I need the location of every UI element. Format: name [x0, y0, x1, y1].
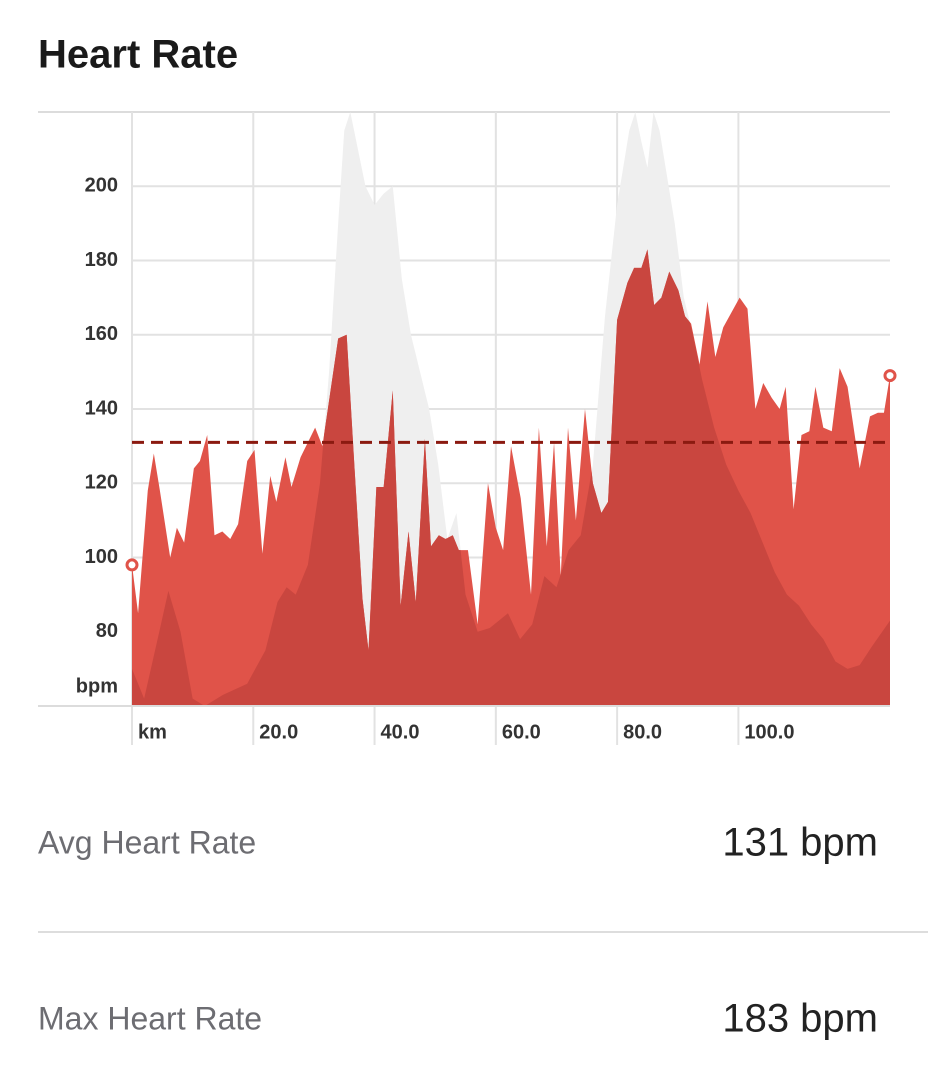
- end-marker: [125, 558, 139, 572]
- end-marker: [883, 369, 897, 383]
- y-tick-label: 80: [96, 620, 118, 642]
- x-tick-label: 20.0: [259, 721, 298, 743]
- x-tick-label: km: [138, 721, 167, 743]
- x-tick-label: 60.0: [502, 721, 541, 743]
- y-tick-label: 140: [85, 397, 118, 419]
- y-tick-label: 100: [85, 546, 118, 568]
- x-tick-label: 100.0: [744, 721, 794, 743]
- y-tick-label: 200: [85, 175, 118, 197]
- y-axis-label: bpm: [76, 675, 118, 697]
- stat-value: 183 bpm: [722, 997, 878, 1041]
- x-tick-label: 80.0: [623, 721, 662, 743]
- chart: 80 100 120 140 160 180 200 km 20.0 40.0 60.0 80.0 10…: [38, 112, 897, 745]
- overlap-area: [132, 249, 890, 706]
- y-tick-label: 160: [85, 323, 118, 345]
- y-tick-label: 180: [85, 249, 118, 271]
- stat-label: Max Heart Rate: [38, 1000, 262, 1036]
- stat-value: 131 bpm: [722, 821, 878, 865]
- x-tick-label: 40.0: [381, 721, 420, 743]
- y-tick-label: 120: [85, 472, 118, 494]
- section-title: Heart Rate: [38, 33, 238, 77]
- stat-label: Avg Heart Rate: [38, 824, 256, 860]
